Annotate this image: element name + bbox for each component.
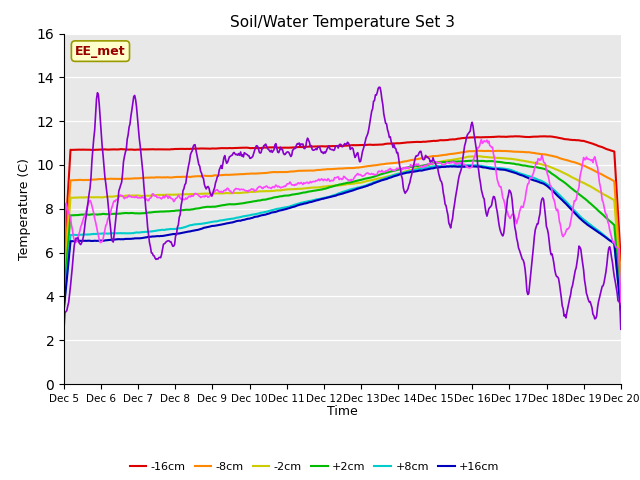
+64cm bbox=[312, 146, 320, 152]
+8cm bbox=[480, 164, 488, 169]
+64cm bbox=[617, 326, 625, 332]
+2cm bbox=[204, 204, 211, 210]
-2cm bbox=[60, 282, 68, 288]
+64cm bbox=[159, 246, 166, 252]
+32cm bbox=[388, 167, 396, 172]
Line: +16cm: +16cm bbox=[64, 167, 621, 310]
+32cm bbox=[477, 137, 485, 143]
-8cm bbox=[312, 168, 320, 173]
+32cm bbox=[312, 178, 320, 183]
+16cm bbox=[480, 165, 488, 170]
-16cm bbox=[312, 144, 320, 149]
+16cm bbox=[388, 174, 396, 180]
+64cm bbox=[375, 84, 383, 90]
-8cm bbox=[204, 173, 211, 179]
-8cm bbox=[617, 274, 625, 280]
+32cm bbox=[60, 269, 68, 275]
Line: -8cm: -8cm bbox=[64, 151, 621, 277]
+8cm bbox=[617, 308, 625, 313]
-2cm bbox=[474, 153, 481, 159]
Line: +8cm: +8cm bbox=[64, 165, 621, 311]
+2cm bbox=[617, 298, 625, 304]
+64cm bbox=[433, 163, 440, 168]
+2cm bbox=[312, 188, 320, 193]
-2cm bbox=[388, 173, 396, 179]
-8cm bbox=[60, 273, 68, 278]
-16cm bbox=[512, 133, 520, 139]
-16cm bbox=[204, 146, 211, 152]
+32cm bbox=[432, 159, 440, 165]
+2cm bbox=[480, 158, 488, 164]
+8cm bbox=[159, 227, 166, 233]
-8cm bbox=[388, 160, 396, 166]
Title: Soil/Water Temperature Set 3: Soil/Water Temperature Set 3 bbox=[230, 15, 455, 30]
+16cm bbox=[450, 164, 458, 169]
+16cm bbox=[60, 305, 68, 311]
-2cm bbox=[159, 192, 166, 198]
-16cm bbox=[60, 256, 68, 262]
-8cm bbox=[480, 148, 488, 154]
+32cm bbox=[159, 195, 166, 201]
-16cm bbox=[159, 146, 166, 152]
Line: +32cm: +32cm bbox=[64, 140, 621, 304]
Line: -16cm: -16cm bbox=[64, 136, 621, 260]
Text: EE_met: EE_met bbox=[75, 45, 126, 58]
+64cm bbox=[204, 184, 211, 190]
-8cm bbox=[474, 148, 481, 154]
Line: -2cm: -2cm bbox=[64, 156, 621, 287]
Line: +2cm: +2cm bbox=[64, 161, 621, 301]
+2cm bbox=[469, 158, 477, 164]
+32cm bbox=[480, 138, 488, 144]
+64cm bbox=[480, 196, 488, 202]
+32cm bbox=[617, 301, 625, 307]
-2cm bbox=[432, 159, 440, 165]
+2cm bbox=[432, 160, 440, 166]
-16cm bbox=[617, 257, 625, 263]
-2cm bbox=[312, 185, 320, 191]
-16cm bbox=[432, 138, 440, 144]
+2cm bbox=[388, 168, 396, 174]
-2cm bbox=[617, 284, 625, 290]
-2cm bbox=[204, 191, 211, 196]
X-axis label: Time: Time bbox=[327, 405, 358, 418]
+16cm bbox=[617, 307, 625, 313]
Line: +64cm: +64cm bbox=[64, 87, 621, 329]
Y-axis label: Temperature (C): Temperature (C) bbox=[18, 158, 31, 260]
+32cm bbox=[204, 193, 211, 199]
+2cm bbox=[60, 291, 68, 297]
-2cm bbox=[480, 154, 488, 160]
+16cm bbox=[312, 198, 320, 204]
+8cm bbox=[432, 163, 440, 169]
+16cm bbox=[432, 165, 440, 170]
+8cm bbox=[388, 173, 396, 179]
-16cm bbox=[388, 141, 396, 146]
+8cm bbox=[60, 301, 68, 307]
+2cm bbox=[159, 209, 166, 215]
-16cm bbox=[479, 134, 487, 140]
+16cm bbox=[159, 233, 166, 239]
-8cm bbox=[159, 175, 166, 180]
+8cm bbox=[312, 197, 320, 203]
+64cm bbox=[389, 144, 397, 150]
+8cm bbox=[460, 162, 468, 168]
-8cm bbox=[432, 153, 440, 159]
+64cm bbox=[60, 326, 68, 332]
+8cm bbox=[204, 220, 211, 226]
+16cm bbox=[204, 224, 211, 230]
